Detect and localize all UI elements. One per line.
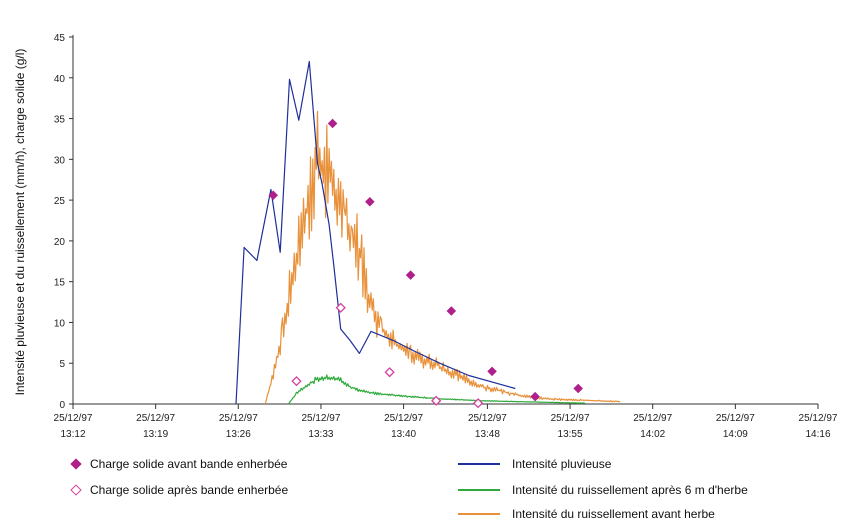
green-line-icon: [458, 489, 500, 491]
legend-item-ruissellement-avant: Intensité du ruissellement avant herbe: [458, 507, 715, 521]
legend-label: Charge solide avant bande enherbée: [90, 457, 288, 471]
scatter-point-avant: [530, 391, 540, 402]
scatter-point-avant: [327, 118, 338, 129]
series-group: [235, 60, 621, 409]
scatter-point-avant: [365, 196, 375, 207]
x-tick-time: 14:02: [640, 429, 665, 440]
legend-label: Intensité du ruissellement après 6 m d'h…: [512, 483, 748, 497]
x-tick-time: 13:40: [391, 429, 416, 440]
scatter-point-avant: [268, 190, 278, 200]
x-tick-date: 25/12/97: [301, 413, 340, 424]
x-tick-date: 25/12/97: [468, 413, 507, 424]
y-axis-label: Intensité pluvieuse et du ruissellement …: [13, 49, 27, 396]
legend-item-ruissellement-apres: Intensité du ruissellement après 6 m d'h…: [458, 483, 748, 497]
x-tick-date: 25/12/97: [799, 413, 838, 424]
scatter-point-apres: [431, 395, 442, 406]
axes: 0 5 10 15 20 25 30 35 40 45 25/12/97 13:12 25/12/97 1…: [54, 33, 838, 440]
y-tick-label: 15: [54, 278, 66, 289]
series-line-1: [264, 110, 621, 405]
x-tick-date: 25/12/97: [384, 413, 423, 424]
x-tick-time: 14:09: [723, 429, 748, 440]
scatter-point-avant: [487, 366, 497, 377]
legend-label: Charge solide après bande enherbée: [90, 483, 289, 497]
legend-label: Intensité pluvieuse: [512, 457, 612, 471]
x-tick-time: 13:26: [226, 429, 251, 440]
y-tick-label: 10: [54, 318, 66, 329]
x-tick-time: 13:55: [558, 429, 583, 440]
y-tick-label: 0: [59, 400, 65, 411]
scatter-point-apres: [335, 302, 346, 313]
legend-item-intensite-pluvieuse: Intensité pluvieuse: [458, 457, 611, 471]
x-tick-date: 25/12/97: [551, 413, 590, 424]
y-tick-label: 25: [54, 196, 66, 207]
legend-item-charge-apres: Charge solide après bande enherbée: [66, 483, 288, 497]
y-tick-label: 35: [54, 115, 66, 126]
scatter-point-apres: [384, 367, 395, 378]
y-tick-label: 5: [59, 359, 65, 370]
blue-line-icon: [458, 463, 500, 465]
x-tick-time: 13:33: [308, 429, 333, 440]
scatter-point-apres: [472, 398, 484, 409]
y-tick-label: 20: [54, 237, 66, 248]
orange-line-icon: [458, 513, 500, 515]
x-tick-date: 25/12/97: [633, 413, 672, 424]
x-tick-time: 13:12: [60, 429, 85, 440]
x-tick-time: 13:48: [475, 429, 500, 440]
x-tick-date: 25/12/97: [219, 413, 258, 424]
x-tick-date: 25/12/97: [716, 413, 755, 424]
series-line-0: [235, 60, 516, 405]
x-tick-date: 25/12/97: [54, 413, 93, 424]
y-tick-label: 40: [54, 74, 66, 85]
filled-diamond-icon: [70, 458, 82, 470]
legend-label: Intensité du ruissellement avant herbe: [512, 507, 715, 521]
x-tick-date: 25/12/97: [136, 413, 175, 424]
open-diamond-icon: [70, 484, 82, 496]
scatter-point-avant: [573, 383, 583, 394]
y-tick-label: 30: [54, 155, 66, 166]
scatter-point-apres: [291, 376, 302, 387]
legend-item-charge-avant: Charge solide avant bande enherbée: [66, 457, 287, 471]
scatter-point-avant: [405, 270, 416, 280]
y-tick-label: 45: [54, 33, 66, 44]
x-tick-time: 14:16: [805, 429, 830, 440]
scatter-point-avant: [446, 306, 457, 316]
x-tick-time: 13:19: [143, 429, 168, 440]
